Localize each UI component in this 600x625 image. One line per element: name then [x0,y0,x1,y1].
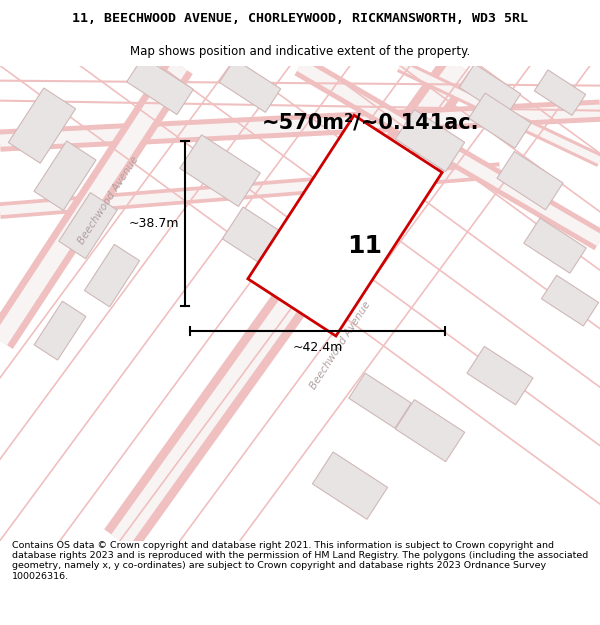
Polygon shape [497,151,563,210]
Text: Contains OS data © Crown copyright and database right 2021. This information is : Contains OS data © Crown copyright and d… [12,541,588,581]
Text: ~570m²/~0.141ac.: ~570m²/~0.141ac. [261,112,479,132]
Polygon shape [59,192,117,259]
Text: Map shows position and indicative extent of the property.: Map shows position and indicative extent… [130,45,470,58]
Polygon shape [127,57,193,114]
Polygon shape [248,115,442,336]
Polygon shape [467,346,533,405]
Text: 11: 11 [347,234,383,258]
Polygon shape [85,244,140,307]
Text: Beechwood Avenue: Beechwood Avenue [76,155,140,246]
Polygon shape [535,70,586,116]
Polygon shape [460,64,521,118]
Text: ~42.4m: ~42.4m [292,341,343,354]
Polygon shape [469,93,531,148]
Polygon shape [180,135,260,206]
Text: 11, BEECHWOOD AVENUE, CHORLEYWOOD, RICKMANSWORTH, WD3 5RL: 11, BEECHWOOD AVENUE, CHORLEYWOOD, RICKM… [72,12,528,25]
Polygon shape [541,275,599,326]
Polygon shape [223,207,298,274]
Polygon shape [220,59,281,112]
Polygon shape [313,452,388,519]
Polygon shape [524,218,586,273]
Polygon shape [34,301,86,360]
Polygon shape [395,399,464,462]
Text: ~38.7m: ~38.7m [128,217,179,229]
Polygon shape [34,141,96,211]
Polygon shape [8,88,76,163]
Polygon shape [349,373,411,428]
Polygon shape [395,109,464,172]
Text: Beechwood Avenue: Beechwood Avenue [308,300,372,391]
